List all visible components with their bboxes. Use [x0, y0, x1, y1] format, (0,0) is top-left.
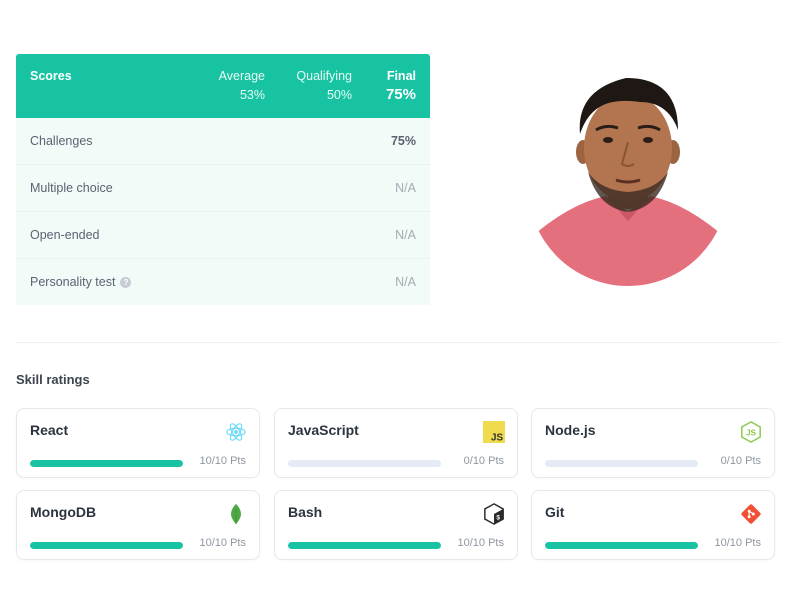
mongodb-icon: [231, 503, 241, 525]
score-row-challenges: Challenges 75%: [16, 118, 430, 165]
skill-progress-fill: [545, 542, 698, 549]
skill-name: JavaScript: [288, 422, 359, 438]
score-row-multiple-choice: Multiple choice N/A: [16, 165, 430, 212]
svg-text:JS: JS: [746, 429, 757, 438]
score-row-value: N/A: [395, 181, 416, 195]
skill-progress-track: [288, 542, 441, 549]
svg-text:$: $: [496, 515, 500, 522]
score-row-label: Personality test: [30, 275, 116, 289]
final-value: 75%: [385, 86, 416, 103]
score-row-personality-test: Personality test? N/A: [16, 259, 430, 305]
skill-name: Bash: [288, 504, 323, 520]
skill-points: 10/10 Pts: [457, 537, 504, 549]
average-label: Average: [218, 69, 265, 83]
qualifying-column: Qualifying 50%: [296, 69, 352, 102]
skill-points: 10/10 Pts: [199, 455, 246, 467]
scores-title: Scores: [30, 69, 72, 83]
skill-card-nodejs[interactable]: Node.js JS 0/10 Pts: [531, 408, 775, 478]
average-value: 53%: [239, 88, 265, 102]
bash-icon: $: [484, 503, 504, 525]
skill-progress-fill: [30, 460, 183, 467]
skill-card-react[interactable]: React 10/10 Pts: [16, 408, 260, 478]
avatar: [528, 78, 728, 286]
skill-points: 0/10 Pts: [720, 455, 761, 467]
git-icon: [741, 504, 761, 524]
average-column: Average 53%: [219, 69, 265, 102]
score-row-value: 75%: [390, 134, 416, 148]
skill-points: 10/10 Pts: [199, 537, 246, 549]
final-column: Final 75%: [386, 69, 416, 103]
skill-progress-track: [288, 460, 441, 467]
skill-name: Git: [545, 504, 565, 520]
qualifying-value: 50%: [326, 88, 352, 102]
question-circle-icon[interactable]: ?: [120, 277, 132, 288]
section-divider: [16, 342, 780, 343]
svg-text:JS: JS: [491, 432, 504, 443]
score-row-value: N/A: [395, 275, 416, 289]
qualifying-label: Qualifying: [296, 69, 352, 83]
skill-card-git[interactable]: Git 10/10 Pts: [531, 490, 775, 560]
skill-progress-fill: [30, 542, 183, 549]
skill-name: React: [30, 422, 69, 438]
skill-progress-fill: [288, 542, 441, 549]
skill-points: 0/10 Pts: [463, 455, 504, 467]
skill-progress-track: [545, 542, 698, 549]
skill-progress-track: [545, 460, 698, 467]
skill-card-bash[interactable]: Bash $ 10/10 Pts: [274, 490, 518, 560]
score-row-label: Multiple choice: [30, 181, 113, 195]
skill-card-mongodb[interactable]: MongoDB 10/10 Pts: [16, 490, 260, 560]
score-row-value: N/A: [395, 228, 416, 242]
skill-points: 10/10 Pts: [714, 537, 761, 549]
score-row-open-ended: Open-ended N/A: [16, 212, 430, 259]
score-row-label: Challenges: [30, 134, 93, 148]
react-icon: [226, 423, 246, 441]
javascript-icon: JS: [483, 421, 505, 443]
scores-table: Scores Average 53% Qualifying 50% Final …: [16, 54, 430, 305]
skill-progress-track: [30, 542, 183, 549]
skill-name: MongoDB: [30, 504, 97, 520]
nodejs-icon: JS: [741, 421, 761, 443]
final-label: Final: [386, 69, 416, 83]
score-row-label: Open-ended: [30, 228, 100, 242]
skill-progress-track: [30, 460, 183, 467]
skill-ratings-heading: Skill ratings: [16, 372, 90, 387]
skill-card-javascript[interactable]: JavaScript JS 0/10 Pts: [274, 408, 518, 478]
skill-name: Node.js: [545, 422, 596, 438]
scores-header: Scores Average 53% Qualifying 50% Final …: [16, 54, 430, 118]
score-row-label-wrap: Personality test?: [30, 275, 132, 289]
